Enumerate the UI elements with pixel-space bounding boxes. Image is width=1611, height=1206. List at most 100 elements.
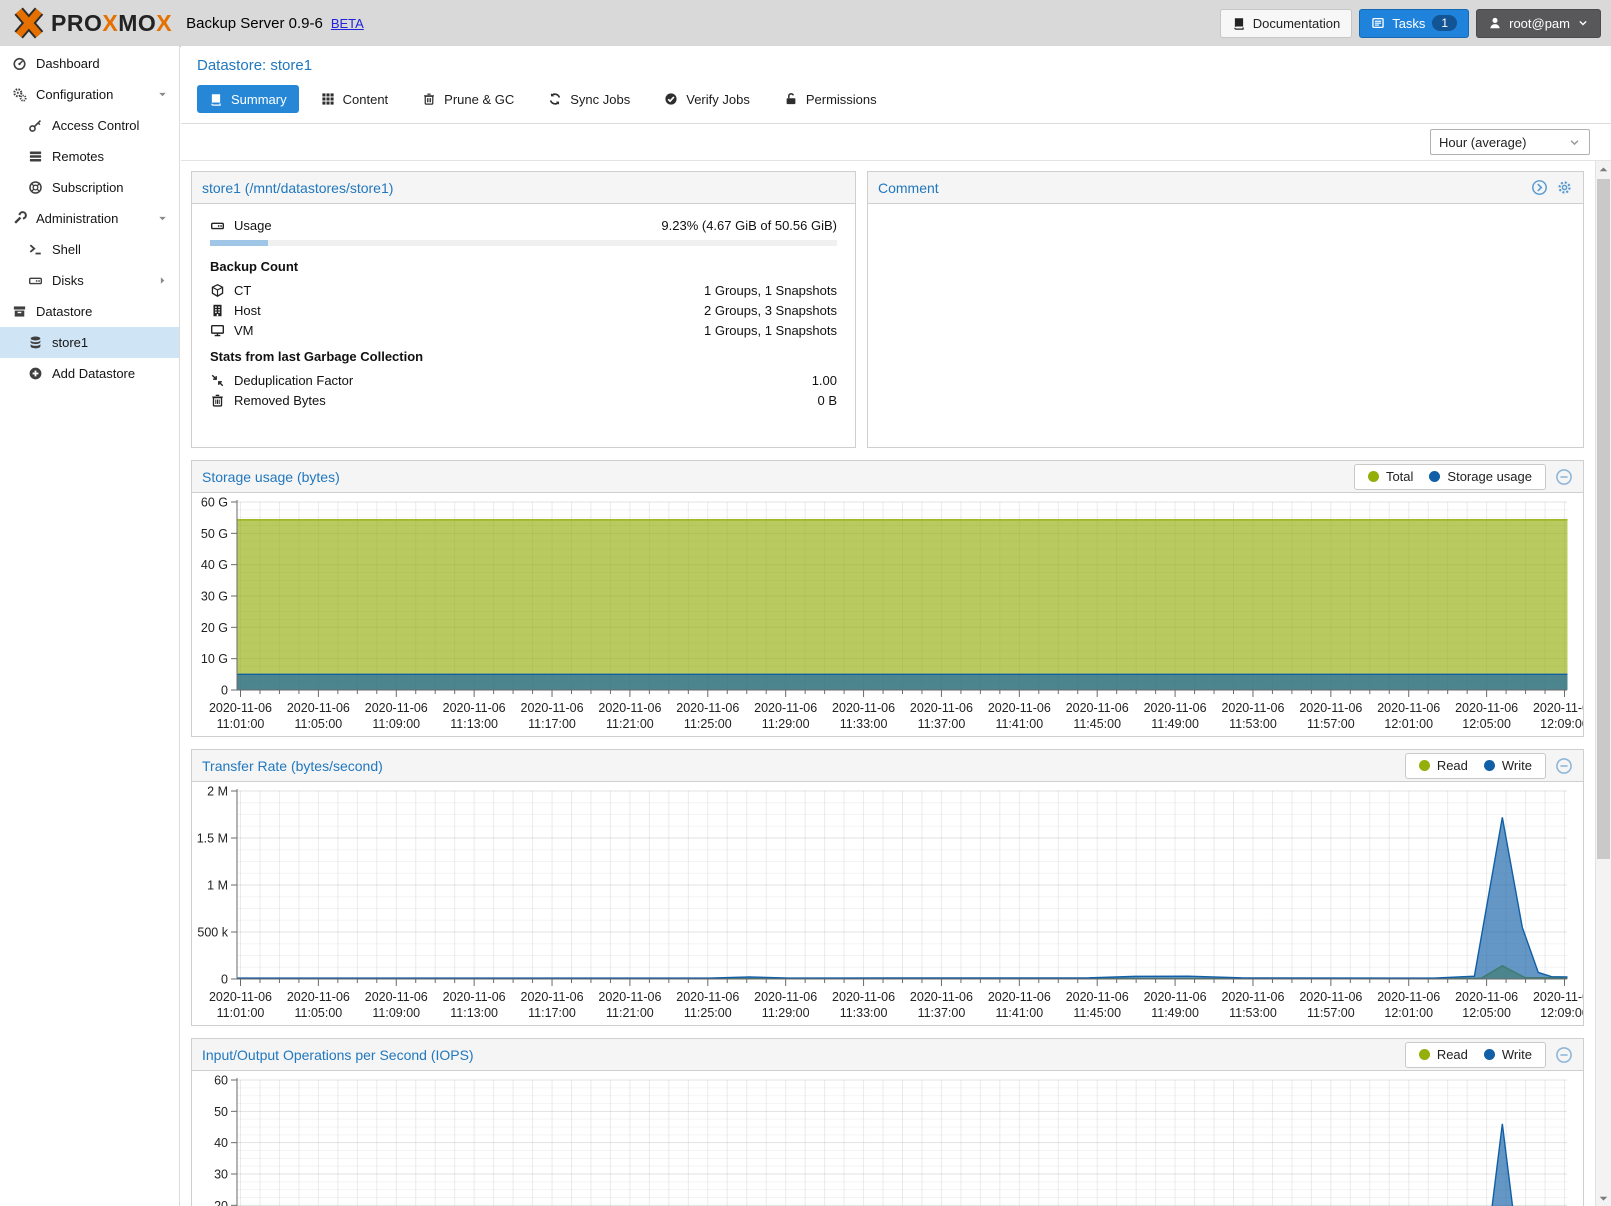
legend-dot [1483,760,1495,771]
svg-text:11:57:00: 11:57:00 [1307,717,1355,731]
chart-body: 0 10 G 20 G 30 G 40 G 50 G 60 G 2020-11-06 11:01… [192,493,1583,736]
sidebar-item-shell[interactable]: Shell [0,234,179,265]
header-actions: Documentation Tasks 1 root@pam [1219,8,1601,38]
page-title: Datastore: store1 [197,57,313,74]
sidebar-item-dashboard[interactable]: Dashboard [0,48,179,79]
svg-text:11:37:00: 11:37:00 [918,1006,966,1020]
cube-icon [211,283,224,297]
documentation-button[interactable]: Documentation [1219,8,1353,38]
svg-text:2 M: 2 M [207,785,228,799]
svg-text:30 G: 30 G [201,590,228,604]
scrollbar-thumb[interactable] [1597,179,1610,859]
vertical-scrollbar[interactable] [1595,161,1611,1206]
svg-text:2020-11-06: 2020-11-06 [1533,990,1583,1004]
svg-text:11:05:00: 11:05:00 [295,1006,343,1020]
legend-dot [1367,471,1379,482]
tab-permissions[interactable]: Permissions [772,85,889,113]
svg-text:2020-11-06: 2020-11-06 [443,990,506,1004]
minus-circle-icon [1556,757,1572,774]
gc-stats-rows: Deduplication Factor 1.00 Removed Bytes 0 B [210,371,837,410]
backup-count-title: Backup Count [210,259,299,274]
svg-text:12:05:00: 12:05:00 [1462,1006,1511,1020]
svg-text:50 G: 50 G [201,527,228,541]
sidebar-item-subscription[interactable]: Subscription [0,172,179,203]
sidebar-item-access-control[interactable]: Access Control [0,110,179,141]
scroll-up-button[interactable] [1596,161,1611,177]
svg-text:2020-11-06: 2020-11-06 [988,990,1051,1004]
svg-text:2020-11-06: 2020-11-06 [1377,701,1440,715]
tab-prune-gc[interactable]: Prune & GC [410,85,526,113]
sidebar-item-store1[interactable]: store1 [0,327,179,358]
tab-verify-jobs[interactable]: Verify Jobs [652,85,762,113]
svg-text:11:17:00: 11:17:00 [528,1006,576,1020]
sidebar-item-remotes[interactable]: Remotes [0,141,179,172]
svg-text:2020-11-06: 2020-11-06 [521,701,584,715]
collapse-panel-button[interactable] [1555,468,1573,486]
comment-settings-button[interactable] [1556,179,1573,196]
svg-text:2020-11-06: 2020-11-06 [1144,701,1207,715]
chart-title: Storage usage (bytes) [202,468,340,485]
arrow-up-icon [1599,166,1608,171]
svg-text:11:17:00: 11:17:00 [528,717,576,731]
datastore-info-header: store1 (/mnt/datastores/store1) [192,172,855,204]
legend-item-read[interactable]: Read [1418,758,1468,773]
sidebar-menu: Dashboard Configuration Access Control Remo… [0,48,179,389]
tasks-icon [1372,17,1384,29]
time-range-select[interactable]: Hour (average) [1430,129,1590,155]
svg-text:11:49:00: 11:49:00 [1151,717,1199,731]
svg-text:10 G: 10 G [201,652,228,666]
collapse-panel-button[interactable] [1555,1046,1573,1064]
chart-title: Transfer Rate (bytes/second) [202,757,383,774]
beta-link[interactable]: BETA [330,15,364,31]
chart-toolbar: Hour (average) [181,123,1611,161]
svg-text:11:37:00: 11:37:00 [918,717,966,731]
tab-content[interactable]: Content [309,85,401,113]
usage-row: Usage 9.23% (4.67 GiB of 50.56 GiB) [210,216,837,235]
desktop-icon [210,325,225,337]
sidebar-item-administration[interactable]: Administration [0,203,179,234]
sidebar-item-datastore[interactable]: Datastore [0,296,179,327]
svg-text:20 G: 20 G [201,621,228,635]
collapse-panel-button[interactable] [1555,757,1573,775]
chart-canvas: 0 10 G 20 G 30 G 40 G 50 G 60 G 2020-11-06 11:01… [201,496,1583,731]
sidebar-item-configuration[interactable]: Configuration [0,79,179,110]
charts-mount: Storage usage (bytes) Total Storage usage 0… [181,460,1611,1206]
chart-panel-header: Storage usage (bytes) Total Storage usage [192,461,1583,493]
tasks-button[interactable]: Tasks 1 [1359,8,1470,38]
chart-panel-header: Transfer Rate (bytes/second) Read Write [192,750,1583,782]
legend-item-total[interactable]: Total [1367,469,1413,484]
chart-panel-input-output-operations-per-second-iops: Input/Output Operations per Second (IOPS… [191,1038,1584,1206]
dashboard-icon [13,57,26,71]
user-menu-button[interactable]: root@pam [1476,8,1601,38]
legend-item-write[interactable]: Write [1483,1047,1532,1062]
legend-item-storage-usage[interactable]: Storage usage [1429,469,1532,484]
scroll-down-button[interactable] [1596,1190,1611,1206]
chart-legend: Total Storage usage [1353,463,1546,490]
svg-text:2020-11-06: 2020-11-06 [676,990,739,1004]
svg-text:2020-11-06: 2020-11-06 [1299,990,1362,1004]
remotes-icon [29,151,42,162]
svg-text:12:01:00: 12:01:00 [1384,1006,1433,1020]
svg-text:11:53:00: 11:53:00 [1229,1006,1277,1020]
sidebar-item-disks[interactable]: Disks [0,265,179,296]
svg-text:0: 0 [221,973,228,987]
svg-text:11:21:00: 11:21:00 [606,1006,654,1020]
legend-dot [1418,1049,1430,1060]
expand-comment-button[interactable] [1531,179,1548,196]
svg-text:11:25:00: 11:25:00 [684,717,732,731]
sidebar-item-add-datastore[interactable]: Add Datastore [0,358,179,389]
svg-text:2020-11-06: 2020-11-06 [1221,701,1284,715]
legend-item-write[interactable]: Write [1483,758,1532,773]
svg-text:11:01:00: 11:01:00 [217,1006,265,1020]
svg-text:2020-11-06: 2020-11-06 [598,990,661,1004]
svg-text:12:09:00: 12:09:00 [1540,717,1583,731]
caret-down-icon [159,92,166,97]
svg-text:11:29:00: 11:29:00 [762,717,810,731]
comment-panel-title: Comment [878,179,939,196]
tab-summary[interactable]: Summary [197,85,299,113]
tab-sync-jobs[interactable]: Sync Jobs [536,85,642,113]
product-name: Backup Server 0.9-6 [186,14,323,32]
svg-text:20: 20 [214,1199,228,1206]
legend-item-read[interactable]: Read [1418,1047,1468,1062]
